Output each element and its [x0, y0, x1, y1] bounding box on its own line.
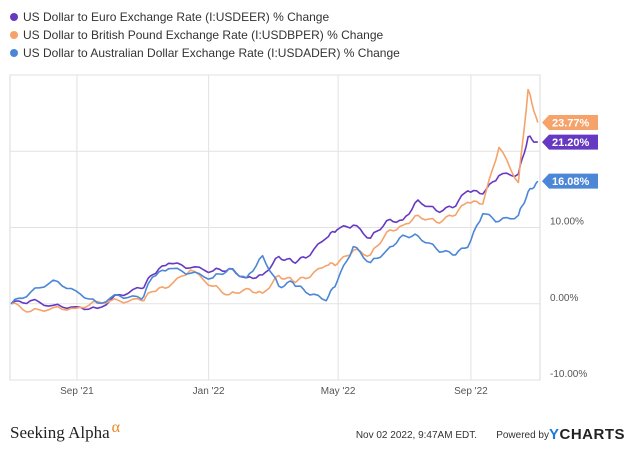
legend-label-gbp: US Dollar to British Pound Exchange Rate… — [23, 28, 384, 42]
alpha-symbol: α — [111, 419, 121, 436]
seeking-alpha-logo[interactable]: Seeking Alpha α — [10, 419, 120, 443]
series-line-gbp — [10, 88, 539, 313]
ycharts-text: CHARTS — [559, 426, 625, 443]
chart-legend: US Dollar to Euro Exchange Rate (I:USDEE… — [10, 8, 400, 62]
legend-label-aud: US Dollar to Australian Dollar Exchange … — [23, 46, 400, 60]
end-value-tag-eur — [542, 134, 598, 150]
end-value-label-gbp: 23.77% — [552, 118, 590, 130]
legend-marker-eur — [10, 13, 18, 21]
legend-item-gbp[interactable]: US Dollar to British Pound Exchange Rate… — [10, 26, 400, 44]
brand-name: Seeking Alpha — [10, 423, 110, 442]
legend-label-eur: US Dollar to Euro Exchange Rate (I:USDEE… — [23, 10, 330, 24]
powered-by-label: Powered by — [496, 430, 549, 441]
end-value-tag-aud — [542, 173, 598, 189]
y-tick-label: 10.00% — [550, 217, 584, 228]
end-value-label-eur: 21.20% — [552, 137, 590, 149]
y-tick-label: -10.00% — [550, 369, 587, 380]
x-tick-label: Jan '22 — [193, 386, 225, 397]
legend-item-eur[interactable]: US Dollar to Euro Exchange Rate (I:USDEE… — [10, 8, 400, 26]
end-value-tag-gbp — [542, 115, 598, 131]
legend-marker-gbp — [10, 31, 18, 39]
x-tick-label: Sep '21 — [60, 386, 94, 397]
legend-item-aud[interactable]: US Dollar to Australian Dollar Exchange … — [10, 44, 400, 62]
end-value-label-aud: 16.08% — [552, 176, 590, 188]
line-chart: -10.00% 0.00% 10.00% Sep '21 Jan '22 May '22 S… — [9, 74, 598, 397]
ycharts-y: Y — [548, 426, 560, 443]
legend-marker-aud — [10, 49, 18, 57]
timestamp: Nov 02 2022, 9:47AM EDT. — [355, 430, 477, 441]
ycharts-logo[interactable]: YCHARTS — [549, 426, 625, 443]
x-tick-label: May '22 — [321, 386, 356, 397]
x-tick-label: Sep '22 — [454, 386, 488, 397]
y-tick-label: 0.00% — [550, 293, 578, 304]
footer: Seeking Alpha α Nov 02 2022, 9:47AM EDT. … — [0, 418, 635, 450]
series-line-eur — [10, 135, 538, 311]
series-line-aud — [10, 180, 539, 305]
